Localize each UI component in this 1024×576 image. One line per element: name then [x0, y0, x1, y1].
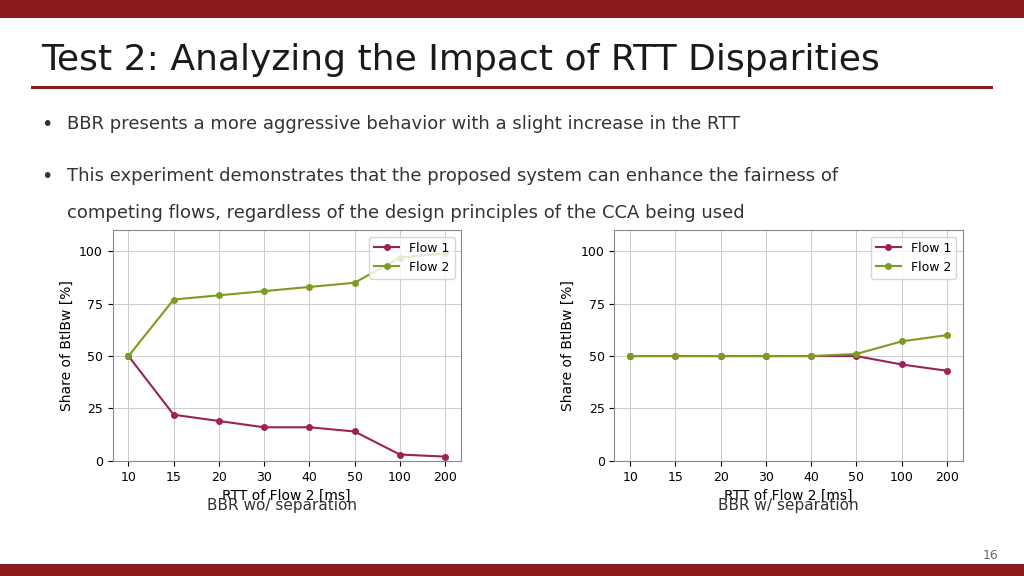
- Y-axis label: Share of BtlBw [%]: Share of BtlBw [%]: [561, 280, 575, 411]
- Y-axis label: Share of BtlBw [%]: Share of BtlBw [%]: [59, 280, 74, 411]
- Flow 1: [393, 451, 406, 458]
- Flow 1: [624, 353, 636, 359]
- Legend: Flow 1, Flow 2: Flow 1, Flow 2: [871, 237, 956, 279]
- Flow 1: [122, 353, 134, 359]
- Flow 2: [393, 254, 406, 261]
- Legend: Flow 1, Flow 2: Flow 1, Flow 2: [370, 237, 455, 279]
- Flow 2: [670, 353, 682, 359]
- Flow 2: [850, 351, 862, 358]
- Flow 2: [122, 353, 134, 359]
- Text: BBR w/ separation: BBR w/ separation: [718, 498, 859, 513]
- Flow 2: [715, 353, 727, 359]
- Flow 1: [303, 424, 315, 431]
- Text: BBR wo/ separation: BBR wo/ separation: [207, 498, 356, 513]
- Line: Flow 1: Flow 1: [126, 353, 447, 460]
- Flow 2: [760, 353, 772, 359]
- Flow 2: [213, 292, 225, 299]
- Flow 2: [303, 283, 315, 290]
- Flow 1: [348, 428, 360, 435]
- Flow 2: [258, 287, 270, 294]
- Flow 1: [439, 453, 452, 460]
- Flow 1: [850, 353, 862, 359]
- X-axis label: RTT of Flow 2 [ms]: RTT of Flow 2 [ms]: [724, 489, 853, 503]
- Flow 2: [624, 353, 636, 359]
- Text: 16: 16: [983, 548, 998, 562]
- Flow 2: [439, 250, 452, 257]
- Flow 2: [941, 332, 953, 339]
- Line: Flow 1: Flow 1: [628, 353, 949, 373]
- Text: competing flows, regardless of the design principles of the CCA being used: competing flows, regardless of the desig…: [67, 204, 744, 222]
- X-axis label: RTT of Flow 2 [ms]: RTT of Flow 2 [ms]: [222, 489, 351, 503]
- Flow 1: [715, 353, 727, 359]
- Flow 1: [213, 418, 225, 425]
- Text: Test 2: Analyzing the Impact of RTT Disparities: Test 2: Analyzing the Impact of RTT Disp…: [41, 43, 880, 77]
- Text: This experiment demonstrates that the proposed system can enhance the fairness o: This experiment demonstrates that the pr…: [67, 167, 838, 185]
- Flow 2: [168, 296, 180, 303]
- Flow 1: [941, 367, 953, 374]
- Flow 1: [895, 361, 907, 368]
- Text: BBR presents a more aggressive behavior with a slight increase in the RTT: BBR presents a more aggressive behavior …: [67, 115, 739, 133]
- Flow 2: [805, 353, 817, 359]
- Line: Flow 2: Flow 2: [126, 251, 447, 359]
- Flow 1: [670, 353, 682, 359]
- Text: •: •: [41, 167, 52, 186]
- Flow 1: [258, 424, 270, 431]
- Flow 2: [895, 338, 907, 345]
- Flow 1: [760, 353, 772, 359]
- Flow 1: [168, 411, 180, 418]
- Line: Flow 2: Flow 2: [628, 332, 949, 359]
- Text: •: •: [41, 115, 52, 134]
- Flow 2: [348, 279, 360, 286]
- Flow 1: [805, 353, 817, 359]
